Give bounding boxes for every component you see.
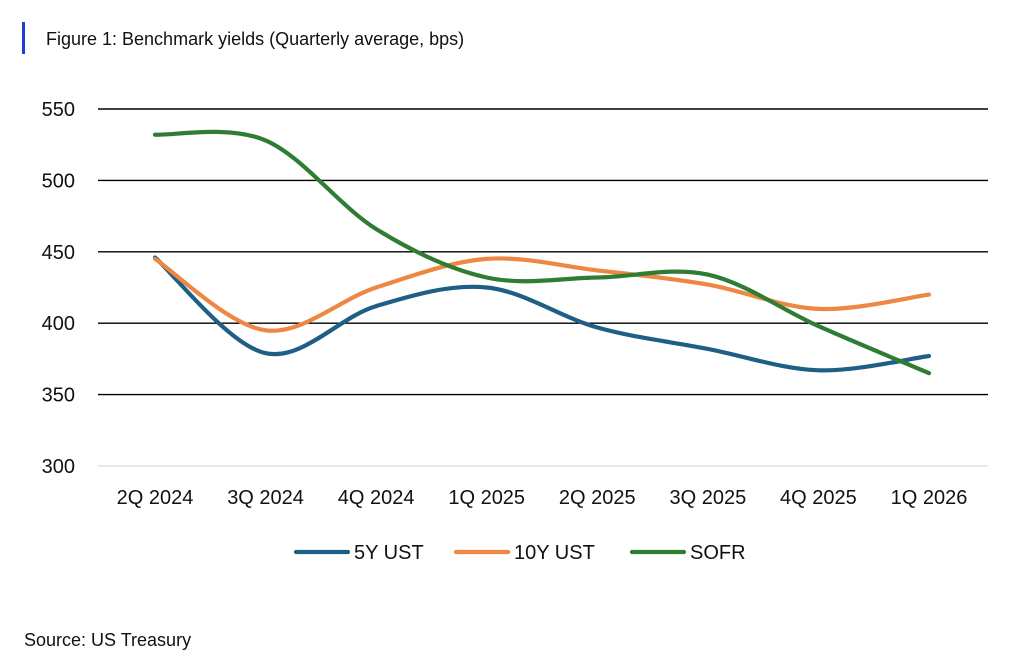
legend-item-sofr: SOFR (629, 542, 746, 564)
series-lines (152, 129, 932, 376)
source-note: Source: US Treasury (24, 630, 192, 650)
x-tick-label: 1Q 2025 (448, 487, 525, 509)
y-tick-label: 350 (42, 385, 75, 407)
x-tick-label: 3Q 2024 (227, 487, 304, 509)
legend-item-5y-ust: 5Y UST (293, 542, 424, 564)
legend-item-10y-ust: 10Y UST (453, 542, 595, 564)
x-tick-label: 4Q 2024 (338, 487, 415, 509)
y-tick-label: 450 (42, 242, 75, 264)
y-tick-label: 400 (42, 313, 75, 335)
series-line-10y-ust (152, 256, 932, 333)
x-tick-label: 2Q 2025 (559, 487, 636, 509)
x-tick-label: 3Q 2025 (669, 487, 746, 509)
chart-title: Figure 1: Benchmark yields (Quarterly av… (46, 29, 465, 49)
legend-label: 5Y UST (354, 542, 424, 564)
legend: 5Y UST 10Y UST SOFR (293, 542, 746, 564)
legend-label: SOFR (690, 542, 746, 564)
gridlines (98, 108, 988, 467)
title-accent-bar (22, 22, 25, 54)
y-tick-label: 300 (42, 456, 75, 478)
y-tick-label: 500 (42, 170, 75, 192)
x-tick-label: 1Q 2026 (891, 487, 968, 509)
series-line-5y-ust (152, 255, 932, 373)
x-tick-label: 4Q 2025 (780, 487, 857, 509)
y-axis-tick-labels: 300 350 400 450 500 550 (42, 99, 75, 478)
x-axis-tick-labels: 2Q 2024 3Q 2024 4Q 2024 1Q 2025 2Q 2025 3Q 20… (117, 487, 968, 509)
series-line-sofr (152, 129, 932, 376)
y-tick-label: 550 (42, 99, 75, 121)
legend-label: 10Y UST (514, 542, 595, 564)
x-tick-label: 2Q 2024 (117, 487, 194, 509)
